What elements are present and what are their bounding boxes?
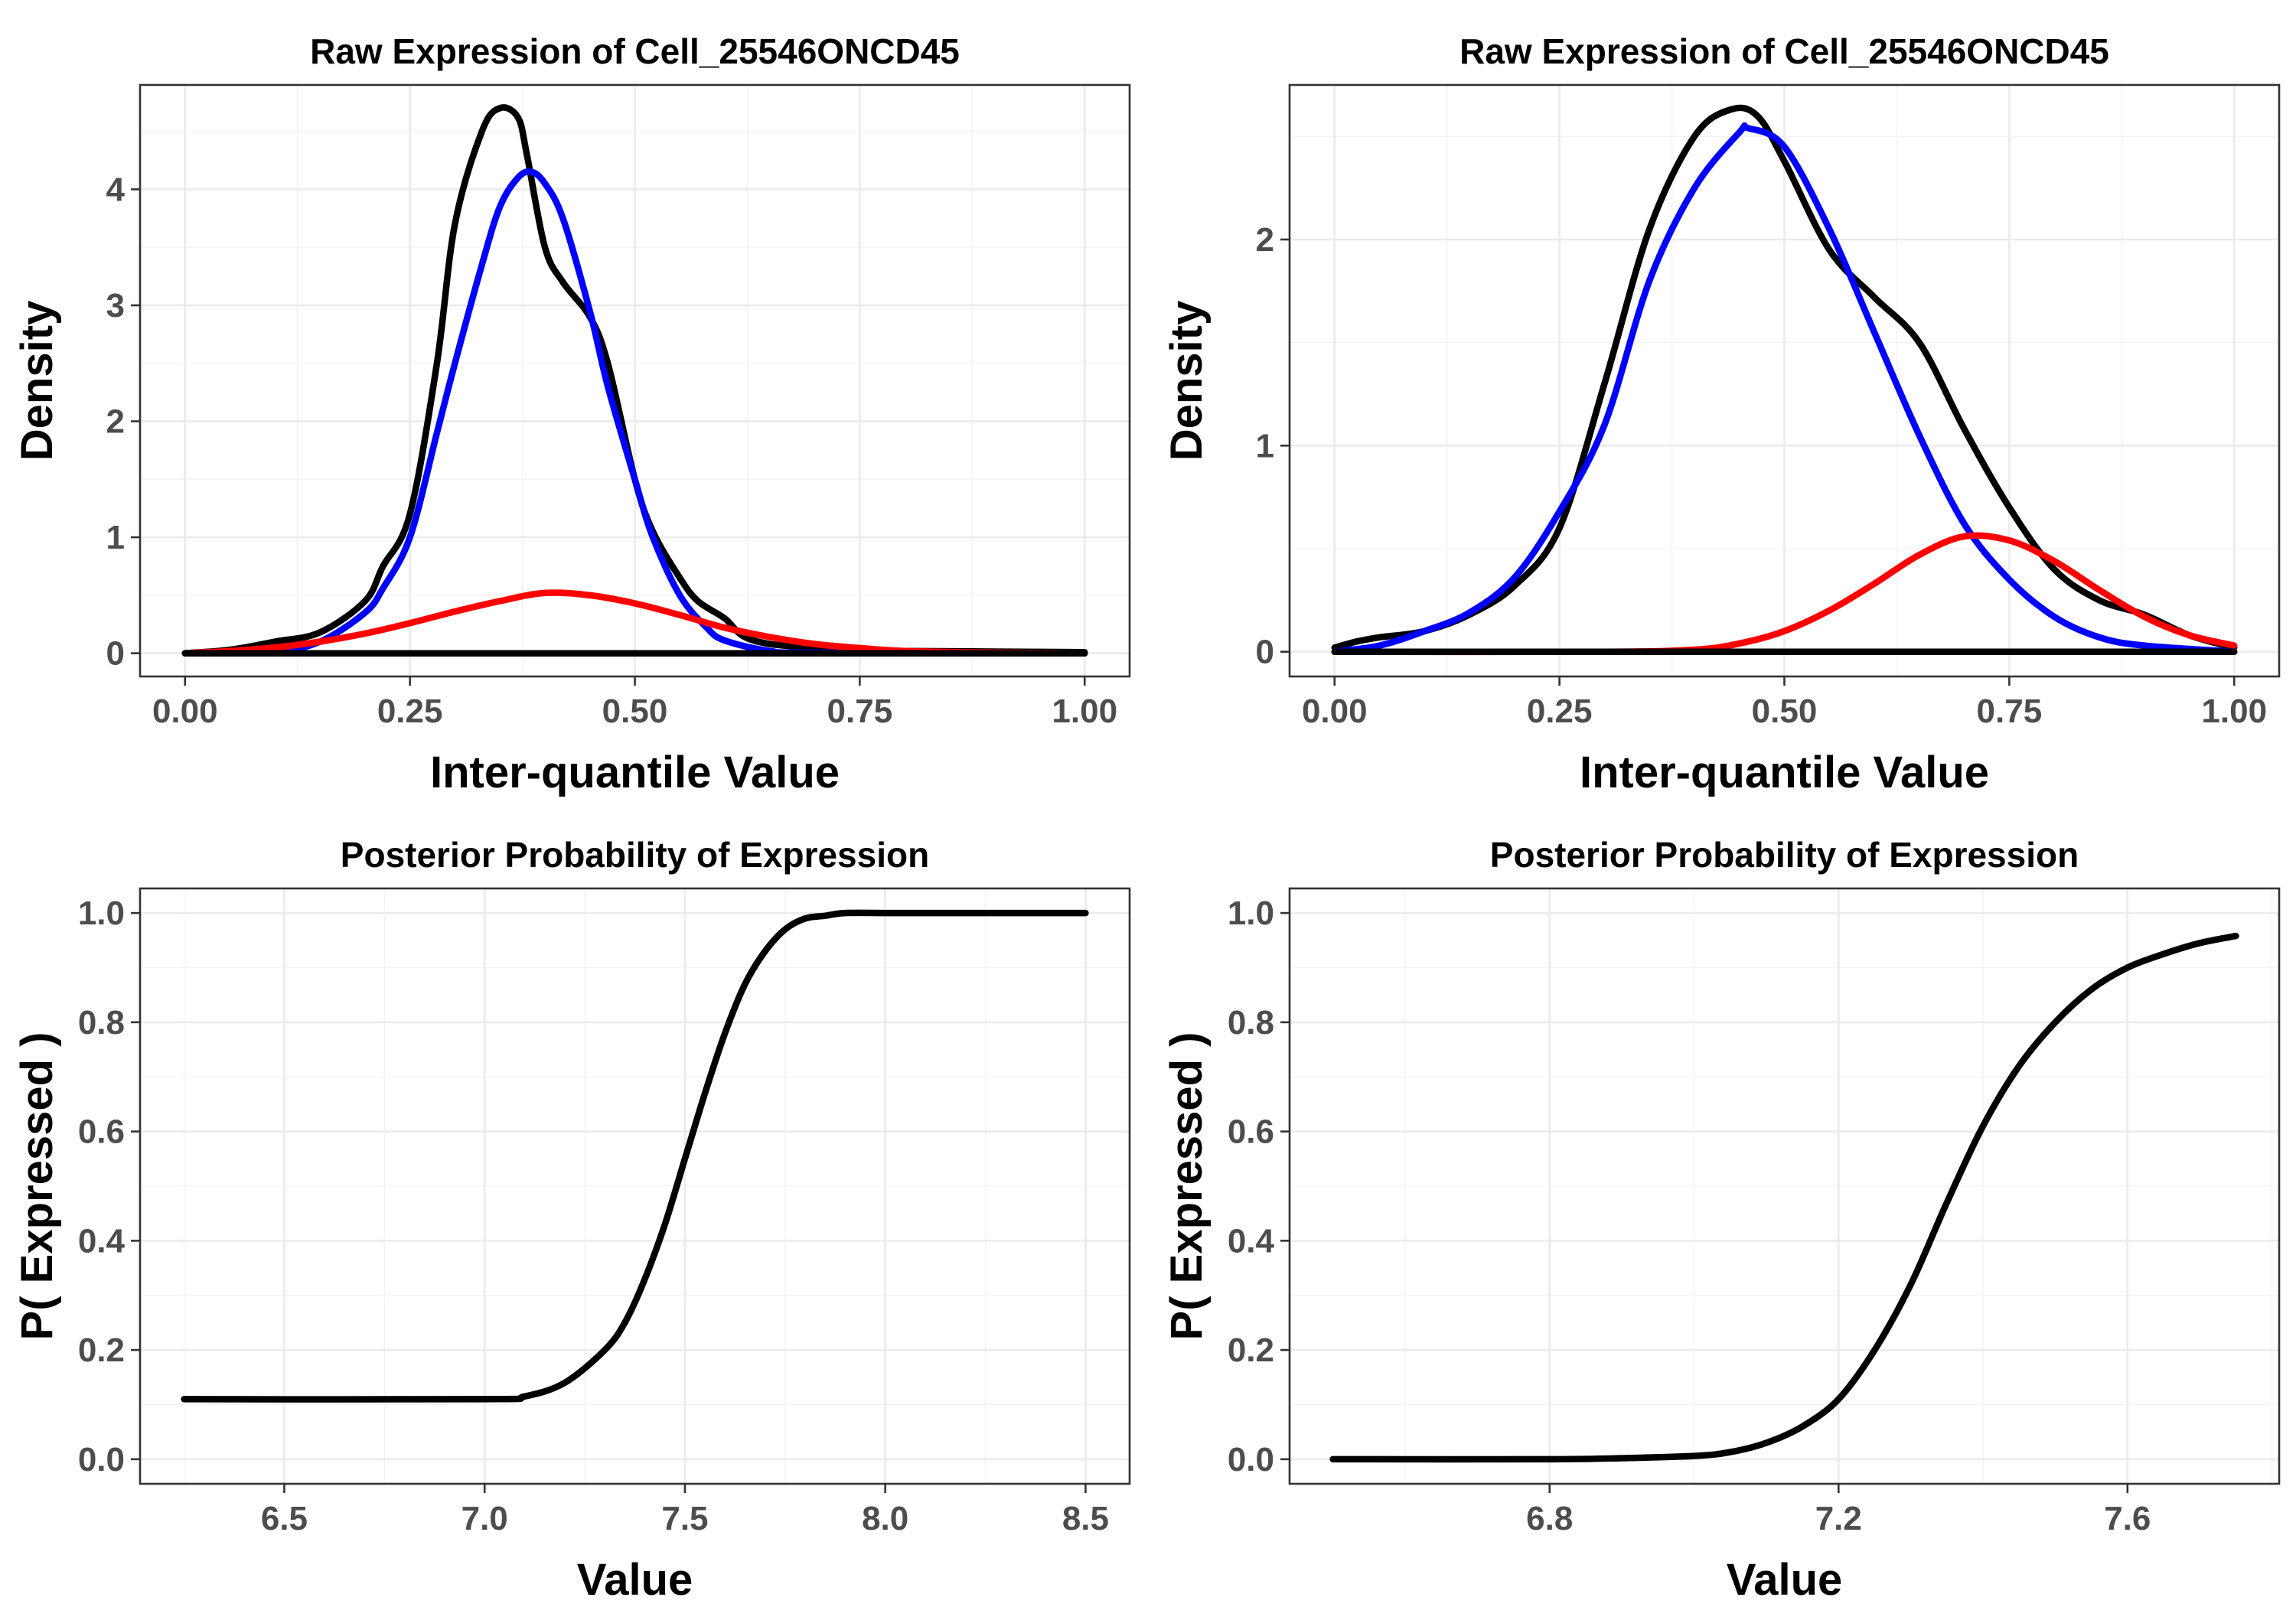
series-line-0 <box>181 104 1088 657</box>
series-line-2 <box>181 589 1088 657</box>
chart-title: Posterior Probability of Expression <box>1490 835 2079 875</box>
panel-border <box>139 887 1131 1485</box>
y-tick-label: 0.0 <box>78 1441 125 1478</box>
y-tick-label: 0 <box>106 635 125 673</box>
y-tick-label: 4 <box>106 171 126 208</box>
x-tick-label: 6.8 <box>1526 1500 1573 1537</box>
y-tick-label: 1 <box>106 519 125 556</box>
x-tick-label: 7.2 <box>1815 1500 1862 1537</box>
x-tick-label: 0.75 <box>1977 693 2043 730</box>
density-panel-left: Raw Expression of Cell_25546ONCD45 Inter… <box>12 31 1131 797</box>
x-tick-label: 6.5 <box>261 1500 308 1537</box>
x-tick-label: 0.00 <box>1302 693 1368 730</box>
x-tick-label: 7.0 <box>461 1500 508 1537</box>
y-tick-label: 1.0 <box>78 895 125 932</box>
x-tick-label: 0.75 <box>827 693 893 730</box>
x-tick-label: 8.0 <box>862 1500 908 1537</box>
series-group <box>181 909 1089 1403</box>
y-tick-label: 0.8 <box>78 1004 125 1041</box>
x-tick-label: 0.25 <box>1527 693 1593 730</box>
y-tick-label: 2 <box>106 403 125 441</box>
y-tick-label: 3 <box>106 287 125 324</box>
x-tick-label: 8.5 <box>1062 1500 1109 1537</box>
x-tick-label: 0.00 <box>152 693 218 730</box>
y-axis-label: P( Expressed ) <box>12 1032 62 1341</box>
posterior-panel-right: Posterior Probability of Expression Valu… <box>1162 835 2281 1605</box>
y-tick-label: 1.0 <box>1228 895 1274 932</box>
y-tick-label: 0.8 <box>1228 1004 1274 1041</box>
x-tick-label: 0.50 <box>1752 693 1818 730</box>
x-tick-label: 7.5 <box>661 1500 708 1537</box>
chart-title: Raw Expression of Cell_25546ONCD45 <box>310 31 960 71</box>
series-line-1 <box>181 168 1088 657</box>
x-axis-label: Value <box>577 1555 693 1605</box>
y-tick-label: 0.6 <box>78 1113 125 1151</box>
x-axis-label: Inter-quantile Value <box>1580 748 1989 797</box>
y-tick-label: 0.6 <box>1228 1113 1274 1151</box>
x-axis-label: Inter-quantile Value <box>430 748 840 797</box>
x-tick-label: 0.50 <box>602 693 668 730</box>
gridlines <box>140 85 1130 676</box>
y-tick-label: 0.2 <box>1228 1332 1274 1369</box>
series-group <box>181 104 1088 657</box>
series-line-1 <box>1331 122 2238 655</box>
series-group <box>1331 104 2238 656</box>
gridlines <box>140 888 1130 1484</box>
y-axis-label: Density <box>1162 301 1212 461</box>
x-tick-label: 1.00 <box>2201 693 2267 730</box>
y-tick-label: 0.0 <box>1228 1441 1274 1478</box>
y-tick-label: 1 <box>1256 427 1274 464</box>
y-axis-label: P( Expressed ) <box>1162 1032 1212 1341</box>
chart-title: Raw Expression of Cell_25546ONCD45 <box>1459 31 2109 71</box>
posterior-panel-left: Posterior Probability of Expression Valu… <box>12 835 1131 1605</box>
x-tick-label: 0.25 <box>377 693 443 730</box>
y-tick-label: 2 <box>1256 221 1274 259</box>
chart-title: Posterior Probability of Expression <box>341 835 929 875</box>
density-panel-right: Raw Expression of Cell_25546ONCD45 Inter… <box>1162 31 2281 797</box>
panel-border <box>1288 887 2281 1485</box>
y-axis-label: Density <box>12 301 62 461</box>
series-line-0 <box>181 909 1089 1403</box>
x-tick-label: 7.6 <box>2104 1500 2151 1537</box>
y-tick-label: 0.4 <box>78 1222 126 1260</box>
series-group <box>1329 932 2239 1463</box>
y-tick-label: 0 <box>1256 634 1274 671</box>
gridlines <box>1290 888 2279 1484</box>
y-tick-label: 0.2 <box>78 1332 125 1369</box>
y-tick-label: 0.4 <box>1228 1222 1275 1260</box>
x-axis-label: Value <box>1727 1555 1843 1605</box>
x-tick-label: 1.00 <box>1052 693 1117 730</box>
series-line-0 <box>1329 932 2239 1463</box>
